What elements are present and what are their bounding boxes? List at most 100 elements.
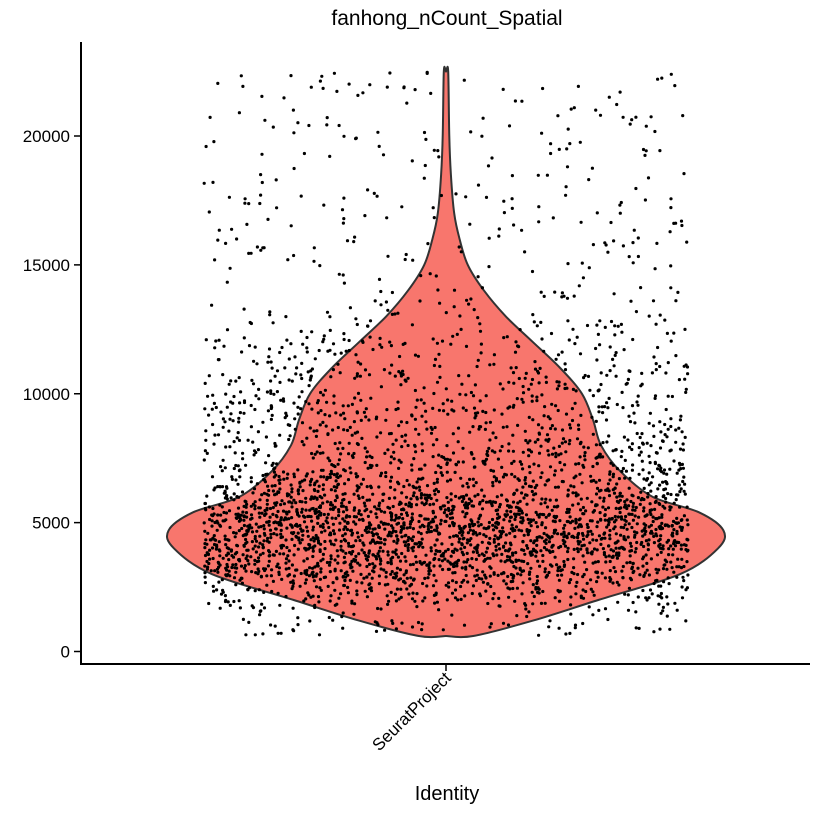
- jitter-point: [681, 442, 685, 446]
- jitter-point: [351, 544, 356, 548]
- jitter-point: [217, 580, 221, 584]
- jitter-point: [520, 462, 524, 466]
- jitter-point: [569, 578, 573, 582]
- jitter-point: [548, 465, 553, 469]
- jitter-point: [342, 332, 346, 336]
- jitter-point: [513, 350, 518, 354]
- jitter-point: [404, 540, 408, 544]
- jitter-point: [590, 532, 594, 536]
- jitter-point: [469, 543, 473, 547]
- violin-shape: [165, 65, 727, 639]
- jitter-point: [276, 490, 280, 494]
- jitter-point: [246, 588, 250, 592]
- jitter-point: [454, 580, 458, 585]
- jitter-point: [521, 518, 525, 523]
- jitter-point: [623, 476, 627, 480]
- jitter-point: [446, 547, 450, 552]
- jitter-point: [550, 508, 554, 512]
- jitter-point: [677, 565, 681, 569]
- jitter-point: [466, 558, 470, 562]
- jitter-point: [657, 463, 661, 467]
- jitter-point: [549, 331, 554, 336]
- jitter-point: [488, 574, 492, 578]
- jitter-point: [487, 446, 491, 450]
- jitter-point: [249, 321, 253, 326]
- jitter-point: [650, 508, 654, 512]
- jitter-point: [299, 571, 303, 576]
- jitter-point: [431, 206, 435, 210]
- jitter-point: [224, 511, 229, 515]
- jitter-point: [468, 528, 472, 532]
- jitter-point: [215, 567, 219, 571]
- jitter-point: [355, 374, 359, 378]
- jitter-point: [312, 246, 316, 250]
- jitter-point: [668, 230, 672, 234]
- jitter-point: [322, 334, 326, 338]
- jitter-point: [499, 535, 503, 539]
- jitter-point: [556, 408, 560, 413]
- jitter-point: [615, 499, 620, 503]
- jitter-point: [431, 509, 435, 513]
- jitter-point: [269, 417, 273, 421]
- jitter-point: [643, 532, 647, 536]
- jitter-point: [494, 544, 498, 549]
- jitter-point: [480, 507, 485, 511]
- jitter-point: [659, 430, 663, 434]
- jitter-point: [417, 477, 421, 481]
- jitter-point: [225, 574, 229, 578]
- jitter-point: [682, 475, 686, 479]
- jitter-point: [340, 615, 344, 619]
- jitter-point: [247, 202, 251, 206]
- jitter-point: [405, 513, 409, 518]
- jitter-point: [626, 377, 631, 381]
- jitter-point: [436, 549, 440, 553]
- jitter-point: [469, 130, 473, 134]
- jitter-point: [660, 521, 664, 526]
- jitter-point: [424, 501, 428, 505]
- jitter-point: [268, 506, 273, 511]
- jitter-point: [224, 241, 228, 245]
- jitter-point: [579, 547, 583, 551]
- jitter-point: [482, 533, 486, 537]
- jitter-point: [349, 471, 353, 475]
- jitter-point: [232, 440, 236, 444]
- jitter-point: [404, 433, 408, 437]
- jitter-point: [394, 513, 398, 518]
- jitter-point: [221, 588, 225, 593]
- jitter-point: [465, 551, 469, 556]
- jitter-point: [478, 513, 483, 517]
- jitter-point: [208, 548, 212, 552]
- jitter-point: [683, 482, 687, 486]
- jitter-point: [333, 499, 337, 503]
- jitter-point: [277, 566, 281, 570]
- jitter-point: [535, 581, 539, 586]
- jitter-point: [451, 451, 456, 455]
- jitter-point: [637, 515, 641, 519]
- jitter-point: [481, 570, 485, 574]
- jitter-point: [477, 517, 481, 521]
- jitter-point: [570, 519, 575, 523]
- jitter-point: [558, 565, 562, 569]
- jitter-point: [591, 538, 595, 542]
- jitter-point: [612, 527, 616, 531]
- jitter-point: [503, 472, 507, 476]
- jitter-point: [595, 323, 599, 327]
- jitter-point: [515, 488, 519, 492]
- jitter-point: [379, 471, 384, 475]
- jitter-point: [345, 239, 350, 243]
- jitter-point: [262, 491, 266, 495]
- jitter-point: [623, 505, 628, 509]
- jitter-point: [269, 574, 273, 578]
- jitter-point: [660, 439, 665, 443]
- jitter-point: [566, 319, 570, 323]
- jitter-point: [589, 529, 593, 533]
- jitter-point: [417, 467, 422, 471]
- jitter-point: [435, 600, 439, 604]
- jitter-point: [537, 633, 541, 637]
- jitter-point: [258, 515, 262, 519]
- jitter-point: [407, 501, 411, 505]
- jitter-point: [615, 482, 619, 486]
- jitter-point: [615, 102, 619, 107]
- jitter-point: [396, 311, 400, 315]
- jitter-point: [511, 223, 516, 227]
